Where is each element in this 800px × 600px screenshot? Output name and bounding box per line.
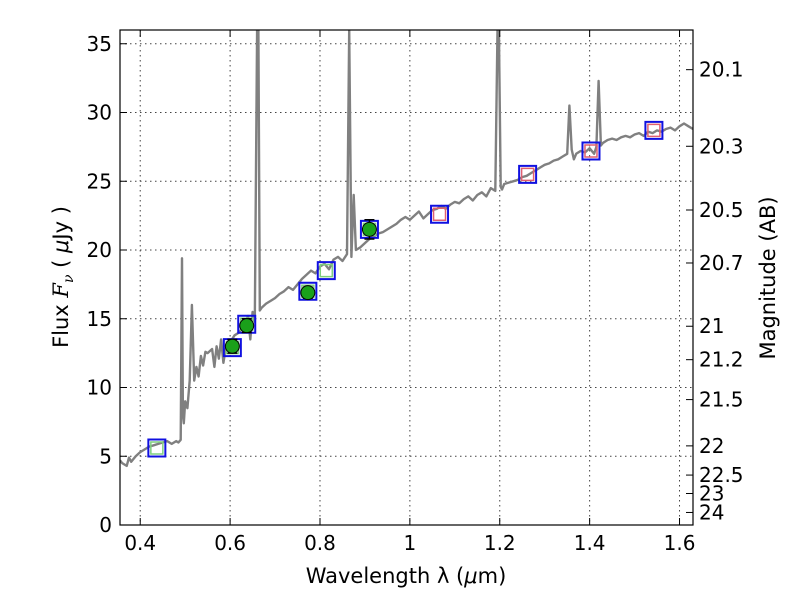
observed-marker <box>224 338 240 354</box>
mag-tick-label: 20.3 <box>699 134 744 158</box>
model-point-nir-box <box>581 141 601 161</box>
mag-tick-label: 22.5 <box>699 463 744 487</box>
mag-tick-label: 22 <box>699 434 724 458</box>
observed-point <box>239 318 255 334</box>
x-tick-label: 0.8 <box>304 531 336 555</box>
mag-tick-label: 20.1 <box>699 58 744 82</box>
model-point-optical-box <box>147 438 167 458</box>
model-point-optical-inner <box>150 441 164 455</box>
y-tick-label: 25 <box>87 169 112 193</box>
model-point-optical-box <box>316 261 336 281</box>
model-point-nir-inner <box>647 123 661 138</box>
x-axis-label: Wavelength λ (μm) <box>306 564 507 588</box>
model-point-nir-inner <box>520 167 535 182</box>
y-tick-label: 20 <box>87 238 112 262</box>
model-point-nir-inner <box>432 207 447 221</box>
mag-tick-label: 20.7 <box>699 251 744 275</box>
mag-tick-label: 24 <box>699 500 724 524</box>
model-point-nir <box>644 120 664 140</box>
model-point-nir-inner <box>584 144 598 158</box>
model-point-nir <box>430 204 450 224</box>
x-tick-label: 0.4 <box>124 531 156 555</box>
mag-tick-label: 20.5 <box>699 198 744 222</box>
x-tick-label: 1.2 <box>484 531 516 555</box>
x-tick-label: 1.4 <box>574 531 606 555</box>
plot-area <box>120 30 693 468</box>
observed-marker <box>361 221 377 237</box>
model-point-nir-box <box>644 120 664 140</box>
mag-tick-label: 21 <box>699 314 724 338</box>
observed-point <box>224 338 240 354</box>
x-tick-label: 0.6 <box>214 531 246 555</box>
model-point-nir <box>581 141 601 161</box>
y-tick-label: 15 <box>87 307 112 331</box>
y-tick-label: 35 <box>87 32 112 56</box>
model-point-optical <box>147 438 167 458</box>
x-tick-label: 1 <box>404 531 417 555</box>
mag-tick-label: 23 <box>699 481 724 505</box>
observed-point <box>300 285 316 301</box>
axes-frame <box>119 29 694 526</box>
model-point-nir-box <box>518 164 538 184</box>
observed-marker <box>300 285 316 301</box>
model-point-nir-box <box>430 204 450 224</box>
y-tick-label: 10 <box>87 376 112 400</box>
y-axis-label: Flux Fν ( μJy ) <box>49 206 77 348</box>
y-tick-label: 5 <box>99 444 112 468</box>
ticks <box>120 30 693 526</box>
y2-axis-label: Magnitude (AB) <box>756 196 780 359</box>
mag-tick-label: 21.5 <box>699 388 744 412</box>
model-point-optical <box>316 261 336 281</box>
model-point-nir <box>518 164 538 184</box>
model-point-optical-inner <box>319 263 334 278</box>
x-tick-label: 1.6 <box>664 531 696 555</box>
observed-point <box>361 219 377 240</box>
mag-tick-label: 21.2 <box>699 348 744 372</box>
y-tick-label: 30 <box>87 101 112 125</box>
y-tick-label: 0 <box>99 513 112 537</box>
observed-marker <box>239 318 255 334</box>
